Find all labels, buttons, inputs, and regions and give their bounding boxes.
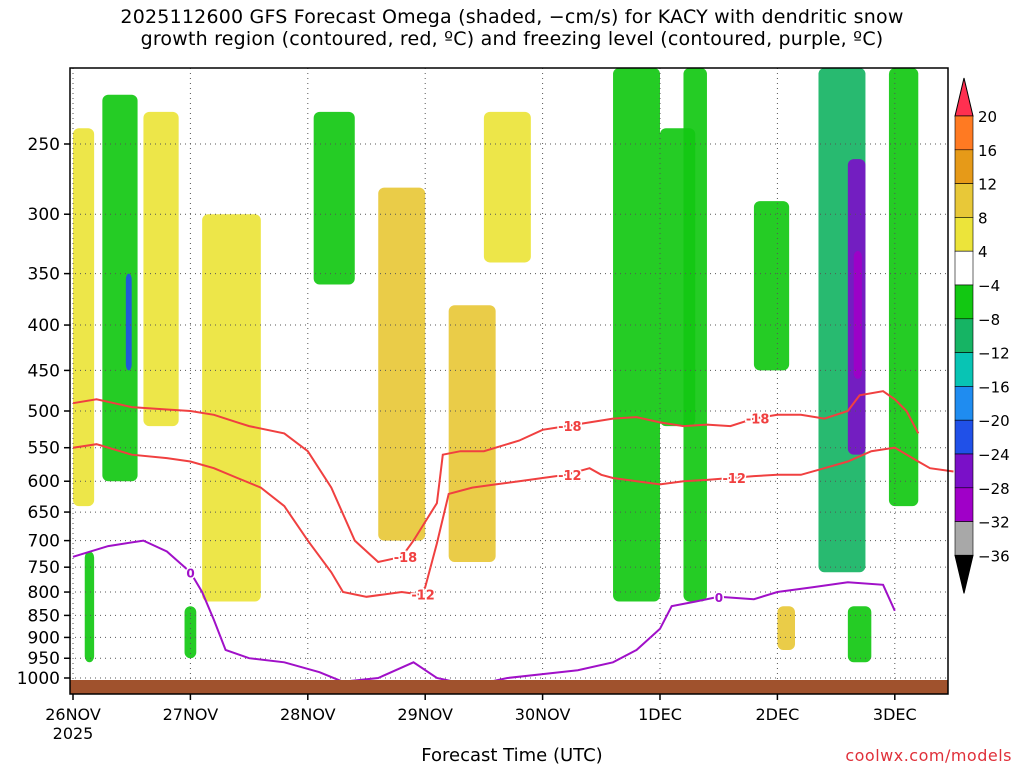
colorbar-label: −24 <box>978 446 1010 464</box>
colorbar-segment <box>954 352 974 387</box>
y-tick-label: 800 <box>28 583 60 603</box>
colorbar-segment <box>954 386 974 421</box>
omega-shading-layer <box>73 68 919 663</box>
x-tick-label: 29NOV <box>397 705 453 724</box>
source-credit: coolwx.com/models <box>845 746 1012 765</box>
y-tick-label: 1000 <box>17 669 60 689</box>
colorbar-segment <box>954 318 974 353</box>
colorbar-segment <box>954 217 974 252</box>
x-tick-label: 3DEC <box>873 705 917 724</box>
colorbar-segment <box>954 453 974 489</box>
y-tick-label: 850 <box>28 606 60 626</box>
omega-region <box>84 551 95 663</box>
omega-region <box>660 128 696 427</box>
colorbar-label: −36 <box>978 547 1010 565</box>
x-tick-label: 26NOV <box>45 705 101 724</box>
omega-region <box>753 201 790 371</box>
omega-region <box>613 68 660 602</box>
y-tick-label: 350 <box>28 265 60 285</box>
dgz-contour-label: -12 <box>722 472 746 487</box>
x-axis-label: Forecast Time (UTC) <box>421 745 603 766</box>
freezing-contour-label: 0 <box>186 566 194 580</box>
omega-region <box>73 128 95 507</box>
x-tick-label: 28NOV <box>280 705 336 724</box>
y-tick-label: 700 <box>28 532 60 552</box>
colorbar-label: −12 <box>978 345 1010 363</box>
colorbar-label: −32 <box>978 514 1010 532</box>
omega-region <box>202 214 261 602</box>
colorbar-segment <box>954 284 974 320</box>
pressure-axis: 2503003504004505005506006507007508008509… <box>17 135 70 689</box>
colorbar-label: −4 <box>978 277 1000 295</box>
colorbar: 20 16 12 8 4 −4 −8 −12 −16 −20 −24 −28 −32 −36 <box>954 77 1010 594</box>
omega-region <box>777 606 796 651</box>
y-tick-label: 600 <box>28 472 60 492</box>
dgz-contour-label: -12 <box>558 469 582 484</box>
omega-region <box>888 68 919 507</box>
colorbar-label: 8 <box>978 209 988 227</box>
x-tick-label: 27NOV <box>163 705 219 724</box>
y-tick-label: 450 <box>28 361 60 381</box>
y-tick-label: 550 <box>28 439 60 459</box>
omega-region <box>853 250 862 379</box>
colorbar-segment <box>954 183 974 218</box>
y-tick-label: 250 <box>28 135 60 155</box>
omega-region <box>313 111 355 285</box>
colorbar-label: 16 <box>978 142 997 160</box>
dgz-contour-label: -12 <box>411 588 435 603</box>
colorbar-label: −16 <box>978 378 1010 396</box>
y-tick-label: 400 <box>28 316 60 336</box>
x-tick-sublabel: 2025 <box>53 724 94 743</box>
dgz-contour-label: -18 <box>394 551 418 566</box>
omega-region <box>483 111 531 263</box>
contour-layer: -18-18-18-12-12-12000 <box>72 390 954 695</box>
y-tick-label: 500 <box>28 402 60 422</box>
y-tick-label: 650 <box>28 503 60 523</box>
colorbar-segment <box>954 487 974 522</box>
x-tick-label: 2DEC <box>756 705 800 724</box>
dgz-contour <box>72 390 920 564</box>
colorbar-segment <box>954 521 974 556</box>
colorbar-segment <box>954 419 974 455</box>
plot-frame <box>69 67 949 695</box>
colorbar-label: 20 <box>978 108 997 126</box>
colorbar-label: 12 <box>978 176 997 194</box>
omega-region <box>143 111 179 427</box>
dgz-contour-label: -18 <box>558 420 582 435</box>
y-tick-label: 950 <box>28 649 60 669</box>
colorbar-segment <box>954 250 974 286</box>
x-tick-label: 30NOV <box>515 705 571 724</box>
dgz-contour-label: -18 <box>746 413 770 428</box>
colorbar-top-arrow <box>954 77 974 117</box>
colorbar-label: −8 <box>978 311 1000 329</box>
omega-region <box>378 187 426 541</box>
y-tick-label: 300 <box>28 205 60 225</box>
omega-region <box>448 305 496 563</box>
omega-region <box>184 606 197 659</box>
chart-title-line1: 2025112600 GFS Forecast Omega (shaded, −… <box>120 6 904 28</box>
colorbar-label: −28 <box>978 480 1010 498</box>
chart-title-line2: growth region (contoured, red, ºC) and f… <box>140 28 884 50</box>
x-tick-label: 1DEC <box>638 705 682 724</box>
omega-region <box>847 606 872 663</box>
y-tick-label: 750 <box>28 558 60 578</box>
colorbar-label: 4 <box>978 243 988 261</box>
omega-region <box>125 273 132 371</box>
dgz-contour <box>72 443 954 598</box>
y-tick-label: 900 <box>28 628 60 648</box>
colorbar-segment <box>954 149 974 184</box>
ground-surface <box>70 680 948 694</box>
freezing-contour-label: 0 <box>715 591 723 605</box>
colorbar-bottom-arrow <box>954 554 974 594</box>
colorbar-label: −20 <box>978 412 1010 430</box>
omega-region <box>102 94 138 482</box>
colorbar-segment <box>954 115 974 151</box>
